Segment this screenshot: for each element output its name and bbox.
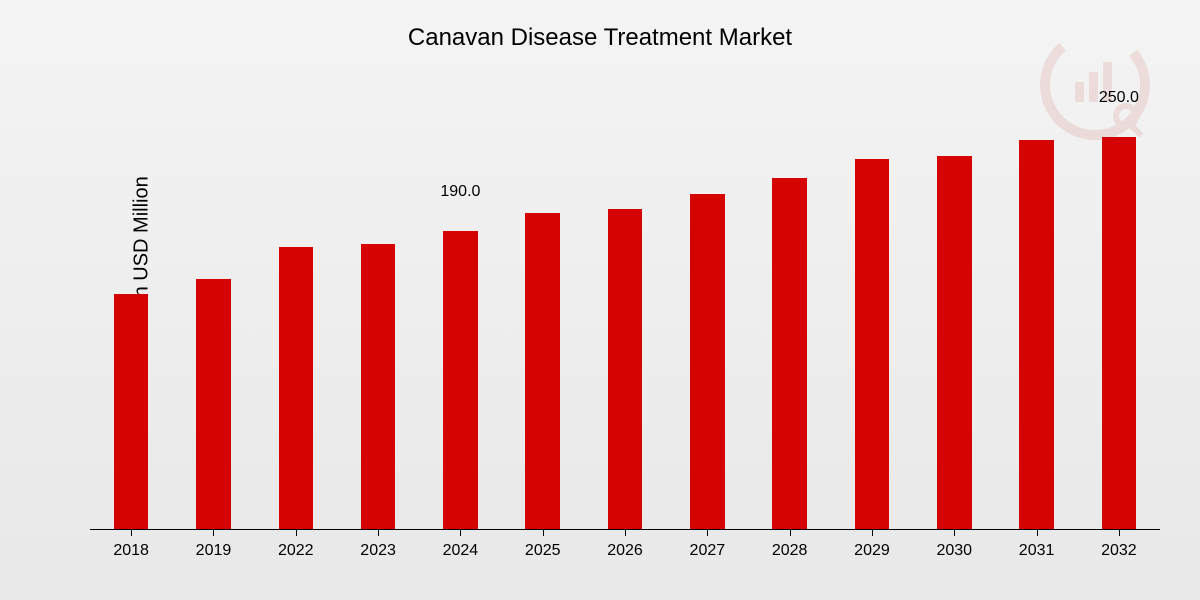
x-tick-label: 2022 <box>255 542 337 560</box>
bars-group: 190.0 250.0 <box>90 90 1160 530</box>
x-tick-mark <box>543 530 544 536</box>
bar-slot: 250.0 <box>1078 90 1160 530</box>
x-tick-label: 2023 <box>337 542 419 560</box>
bar-slot <box>255 90 337 530</box>
bar <box>690 194 725 530</box>
x-tick-label: 2029 <box>831 542 913 560</box>
x-tick-label: 2019 <box>172 542 254 560</box>
x-tick-label: 2028 <box>749 542 831 560</box>
x-tick-label: 2018 <box>90 542 172 560</box>
bar-slot <box>995 90 1077 530</box>
bar <box>937 156 972 530</box>
chart-title: Canavan Disease Treatment Market <box>0 24 1200 52</box>
bar-slot <box>831 90 913 530</box>
x-tick-mark <box>954 530 955 536</box>
bar-slot <box>749 90 831 530</box>
x-tick-mark <box>790 530 791 536</box>
bar-slot <box>502 90 584 530</box>
bar <box>855 159 890 530</box>
x-tick-mark <box>872 530 873 536</box>
bar <box>525 213 560 530</box>
bar-value-label: 190.0 <box>440 183 480 207</box>
bar-value-label: 250.0 <box>1099 89 1139 113</box>
x-tick-mark <box>1119 530 1120 536</box>
bar <box>1019 140 1054 530</box>
x-tick-mark <box>378 530 379 536</box>
x-tick-label: 2024 <box>419 542 501 560</box>
bar-slot <box>172 90 254 530</box>
bar <box>443 231 478 530</box>
x-tick-label: 2031 <box>995 542 1077 560</box>
x-axis-ticks: 2018201920222023202420252026202720282029… <box>90 542 1160 560</box>
x-tick-mark <box>1037 530 1038 536</box>
bar <box>114 294 149 530</box>
x-axis-line <box>90 529 1160 530</box>
x-tick-label: 2030 <box>913 542 995 560</box>
bar-slot <box>584 90 666 530</box>
chart-container: Canavan Disease Treatment Market Market … <box>0 0 1200 600</box>
bar <box>608 209 643 530</box>
x-tick-label: 2025 <box>502 542 584 560</box>
bar-slot <box>90 90 172 530</box>
bar <box>1102 137 1137 530</box>
x-tick-mark <box>213 530 214 536</box>
plot-area: 190.0 250.0 <box>90 90 1160 530</box>
x-tick-mark <box>707 530 708 536</box>
x-tick-label: 2027 <box>666 542 748 560</box>
x-tick-mark <box>625 530 626 536</box>
x-tick-mark <box>460 530 461 536</box>
x-tick-mark <box>296 530 297 536</box>
bar-slot <box>337 90 419 530</box>
bar <box>196 279 231 530</box>
bar <box>361 244 396 530</box>
bar-slot <box>913 90 995 530</box>
x-tick-label: 2026 <box>584 542 666 560</box>
bar-slot: 190.0 <box>419 90 501 530</box>
bar-slot <box>666 90 748 530</box>
bar <box>772 178 807 530</box>
x-tick-mark <box>131 530 132 536</box>
x-tick-label: 2032 <box>1078 542 1160 560</box>
bar <box>279 247 314 530</box>
